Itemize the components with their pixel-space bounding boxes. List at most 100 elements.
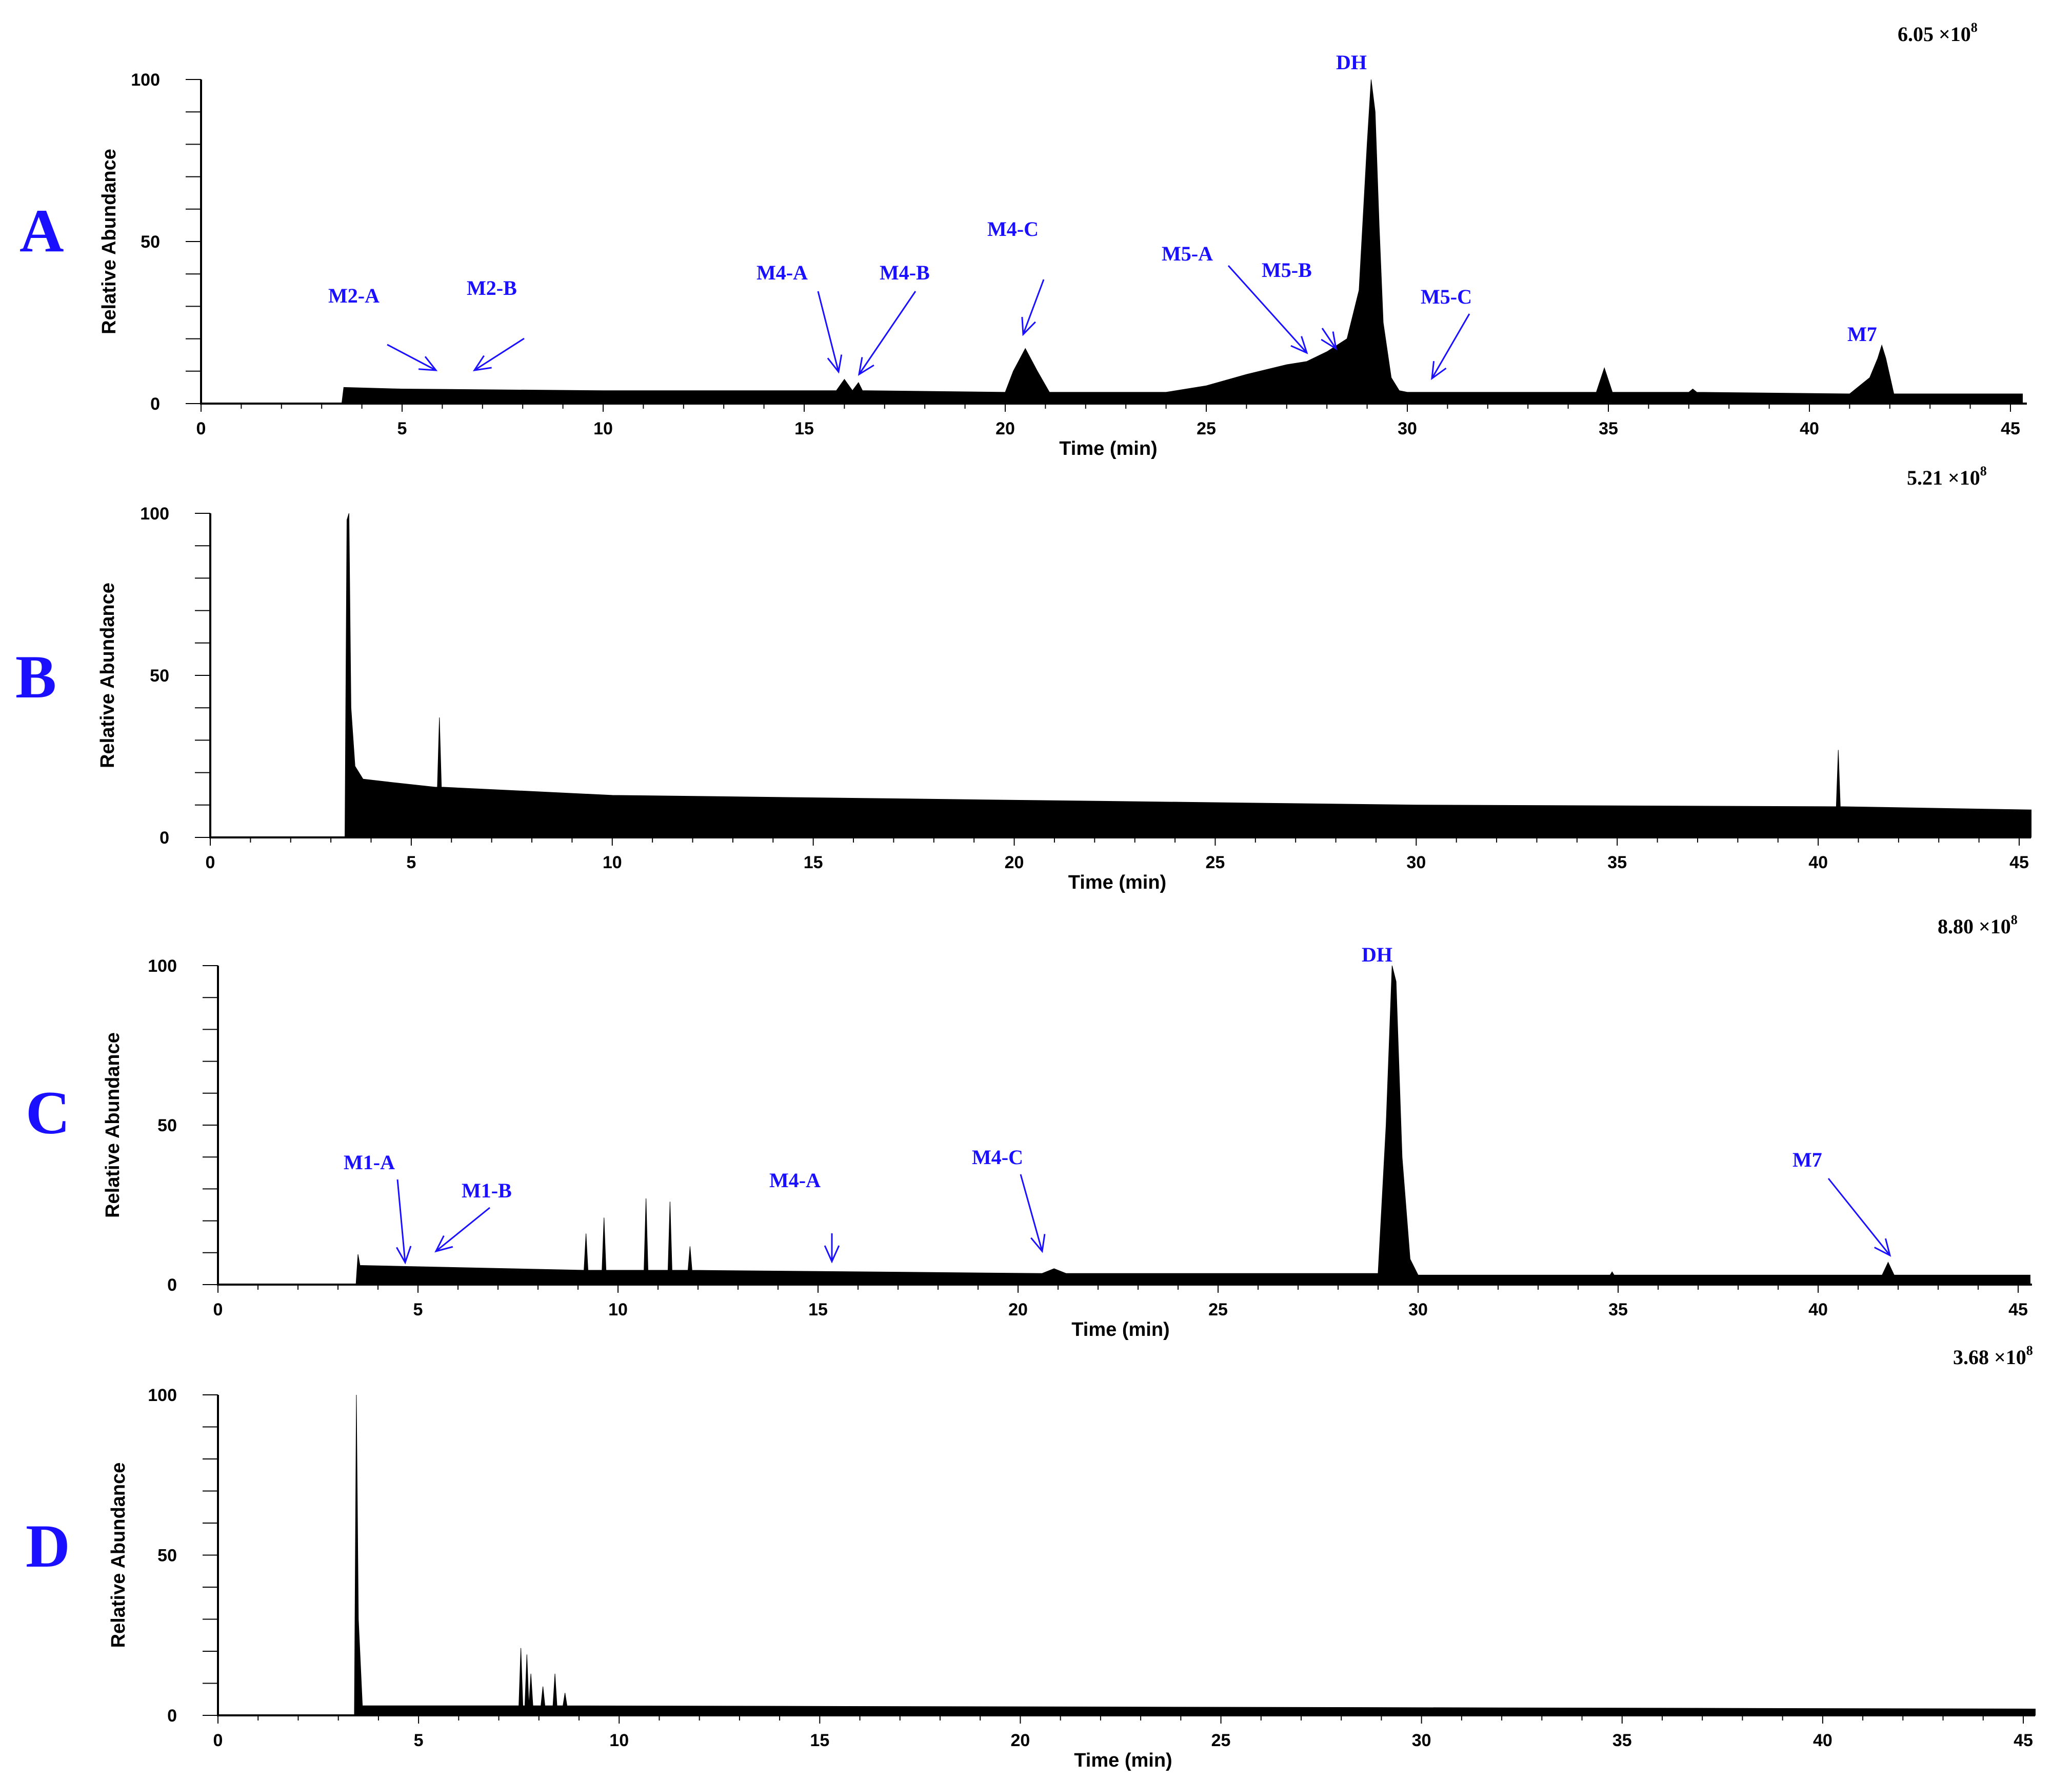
x-tick-label: 5 [414,1731,424,1750]
intensity-scale: 6.05 ×108 [1898,20,1978,46]
y-tick-label: 50 [157,1116,177,1135]
annotation-m4-b-arrow [858,291,917,376]
annotation-m1-a: M1-A [344,1151,395,1174]
x-tick-label: 40 [1808,853,1828,872]
panel-b: 0 50 100 0 5 10 15 20 25 30 35 40 45 Time (min) Relati… [15,464,2032,893]
annotation-m4-b: M4-B [880,261,930,284]
x-tick-label: 0 [196,419,206,438]
x-tick-label: 25 [1206,853,1225,872]
y-tick-label: 100 [148,956,177,976]
x-tick-label: 0 [213,1300,223,1319]
panel-label: C [26,1078,70,1147]
y-axis-title: Relative Abundance [97,583,118,768]
y-tick-label: 0 [150,394,160,414]
x-tick-label: 20 [1008,1300,1028,1319]
y-tick-label: 50 [157,1546,177,1566]
annotation-m5-b-arrow [1321,328,1338,351]
y-axis-title: Relative Abundance [98,149,120,334]
annotation-m7-arrow [1827,1178,1891,1257]
annotation-m2-b: M2-B [467,276,517,299]
annotation-m4-a: M4-A [756,261,808,284]
x-tick-label: 20 [1005,853,1024,872]
annotation-m2-a: M2-A [328,284,380,307]
x-tick-label: 25 [1197,419,1216,438]
x-tick-label: 25 [1211,1731,1231,1750]
x-tick-label: 35 [1599,419,1618,438]
annotation-m5-c-arrow [1431,313,1470,381]
x-tick-label: 35 [1608,1300,1628,1319]
y-tick-label: 50 [141,232,160,252]
y-tick-label: 0 [167,1275,177,1295]
chromatogram-trace [218,1394,2036,1716]
y-axis-title: Relative Abundance [108,1463,129,1648]
panel-label: A [19,196,64,265]
x-tick-label: 0 [213,1731,223,1750]
annotation-dh: DH [1336,51,1367,74]
annotation-m4-c: M4-C [972,1146,1023,1169]
x-tick-label: 35 [1612,1731,1632,1750]
x-tick-label: 40 [1808,1300,1828,1319]
y-tick-label: 100 [148,1386,177,1405]
y-tick-label: 100 [131,70,160,90]
annotation-m2-a-arrow [387,344,438,371]
x-axis-title: Time (min) [1068,872,1166,893]
intensity-scale: 5.21 ×108 [1907,464,1987,489]
panel-a: 0 50 100 0 5 10 15 20 25 30 35 40 45 Time (min) Relati… [19,20,2027,459]
x-axis-title: Time (min) [1059,438,1157,459]
annotation-m1-b-arrow [434,1207,490,1253]
x-axis-title: Time (min) [1071,1319,1169,1340]
y-tick-label: 0 [160,828,169,848]
x-tick-label: 10 [609,1731,629,1750]
axis-lines [209,513,2031,838]
chromatogram-trace [210,513,2032,838]
annotation-m4-a-arrow [817,291,843,374]
x-tick-label: 15 [808,1300,828,1319]
annotation-m2-b-arrow [472,337,525,371]
x-tick-label: 25 [1208,1300,1228,1319]
axis-lines [217,966,2032,1286]
x-tick-label: 10 [608,1300,628,1319]
annotation-m4-c: M4-C [987,217,1039,241]
x-tick-label: 5 [413,1300,423,1319]
panel-d: 0 50 100 0 5 10 15 20 25 30 35 40 45 Time (min) Relati… [26,1343,2036,1771]
chromatogram-trace [201,79,2023,404]
panel-c: 0 50 100 0 5 10 15 20 25 30 35 40 45 Time (min) Relati… [26,912,2032,1340]
x-tick-label: 40 [1800,419,1819,438]
x-tick-label: 45 [2014,1731,2033,1750]
x-tick-label: 20 [1011,1731,1030,1750]
annotation-m4-c-arrow [1020,1174,1046,1253]
x-tick-label: 30 [1408,1300,1428,1319]
x-tick-label: 30 [1398,419,1417,438]
x-tick-label: 45 [2009,853,2029,872]
x-tick-label: 20 [995,419,1015,438]
x-tick-label: 35 [1607,853,1627,872]
annotation-dh: DH [1362,943,1392,966]
x-tick-label: 10 [593,419,613,438]
annotation-m1-b: M1-B [462,1179,512,1202]
annotation-m4-a-arrow [824,1233,840,1264]
annotation-m4-a: M4-A [769,1169,821,1192]
axis-lines [200,79,2027,405]
intensity-scale: 8.80 ×108 [1938,912,2018,938]
x-tick-label: 10 [603,853,622,872]
x-tick-label: 30 [1406,853,1426,872]
annotation-m4-c-arrow [1021,279,1045,336]
intensity-scale: 3.68 ×108 [1953,1343,2033,1369]
axis-lines [217,1395,2035,1716]
x-tick-label: 40 [1813,1731,1832,1750]
y-tick-label: 0 [167,1706,177,1726]
annotation-m5-b: M5-B [1262,258,1312,282]
annotation-m5-c: M5-C [1421,285,1472,308]
y-tick-label: 50 [150,666,169,686]
annotation-m5-a-arrow [1227,265,1308,354]
x-tick-label: 30 [1412,1731,1431,1750]
annotation-m5-a: M5-A [1162,242,1213,265]
x-tick-label: 45 [2001,419,2020,438]
x-tick-label: 15 [810,1731,829,1750]
panel-label: D [26,1512,70,1580]
annotation-m7: M7 [1792,1148,1822,1171]
y-axis-title: Relative Abundance [102,1032,124,1218]
chromatogram-trace [218,965,2030,1285]
panel-label: B [15,643,56,711]
x-tick-label: 15 [794,419,814,438]
